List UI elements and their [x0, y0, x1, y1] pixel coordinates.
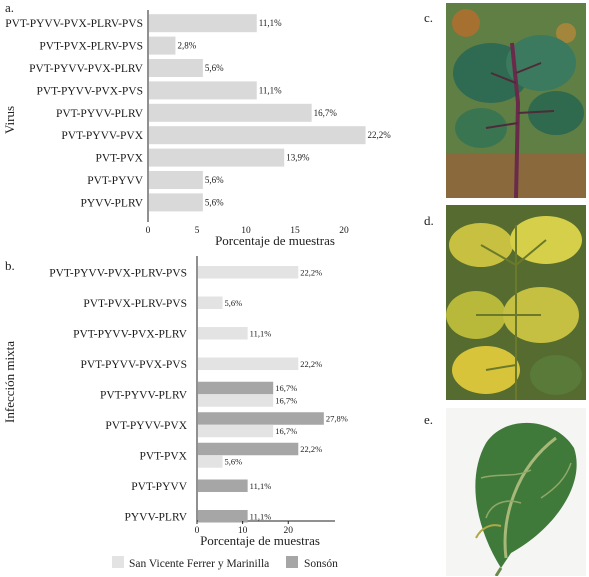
legend-label-sonson: Sonsón: [304, 558, 338, 570]
value-label-a-2: 5,6%: [205, 63, 224, 73]
bar-a-3: [149, 81, 257, 100]
category-label-a-7: PVT-PYVV: [87, 175, 144, 187]
legend-swatch-sanvicente: [112, 556, 124, 568]
bar-b-s0-3: [198, 357, 299, 370]
category-label-b-4: PVT-PYVV-PLRV: [100, 389, 188, 401]
x-axis-label-a: Porcentaje de muestras: [215, 233, 335, 248]
x-tick-label-a-1: 5: [195, 226, 200, 236]
category-label-b-0: PVT-PYVV-PVX-PLRV-PVS: [49, 267, 187, 279]
value-label-b-s1-5: 27,8%: [326, 414, 348, 424]
category-label-a-0: PVT-PYVV-PVX-PLRV-PVS: [5, 18, 143, 30]
bar-a-7: [149, 171, 203, 189]
bar-b-s0-4: [198, 394, 274, 407]
value-label-a-5: 22,2%: [368, 130, 392, 140]
bar-b-s0-6: [198, 455, 223, 468]
bars-b: 22,2% PVT-PYVV-PVX-PLRV-PVS 5,6% PVT-PVX-PL…: [49, 256, 348, 536]
bar-b-s1-7: [198, 479, 248, 492]
value-label-a-6: 13,9%: [286, 153, 310, 163]
bar-a-8: [149, 193, 203, 212]
x-tick-label-a-4: 20: [339, 226, 349, 236]
value-label-b-s0-0: 22,2%: [300, 267, 322, 277]
bar-b-s0-0: [198, 266, 299, 279]
x-tick-label-a-2: 10: [241, 226, 251, 236]
value-label-a-8: 5,6%: [205, 197, 224, 207]
value-label-b-s1-8: 11,1%: [250, 511, 272, 521]
value-label-a-0: 11,1%: [259, 18, 282, 28]
legend-swatch-sonson: [286, 556, 298, 568]
photo-e-single-leaf: [446, 408, 586, 576]
bar-a-5: [149, 126, 366, 145]
legend-label-sanvicente: San Vicente Ferrer y Marinilla: [129, 558, 269, 570]
value-label-b-s0-6: 5,6%: [225, 457, 243, 467]
x-tick-label-a-0: 0: [146, 226, 151, 236]
bar-a-2: [149, 59, 203, 77]
category-label-a-4: PVT-PYVV-PLRV: [56, 108, 144, 120]
bar-a-4: [149, 103, 312, 122]
bar-b-s1-5: [198, 412, 324, 425]
value-label-b-s0-1: 5,6%: [225, 298, 243, 308]
x-tick-label-b-0: 0: [195, 526, 200, 536]
bar-b-s1-4: [198, 381, 274, 395]
value-label-b-s0-4: 16,7%: [275, 396, 297, 406]
panel-label-c: c.: [424, 10, 434, 25]
bar-b-s1-8: [198, 510, 248, 523]
value-label-b-s0-2: 11,1%: [250, 328, 272, 338]
y-axis-label-b: Infección mixta: [2, 341, 17, 423]
x-tick-label-b-1: 10: [238, 526, 248, 536]
bar-b-s0-2: [198, 327, 248, 340]
panel-label-a: a.: [5, 0, 14, 15]
x-axis-label-b: Porcentaje de muestras: [200, 533, 320, 548]
x-tick-label-b-2: 20: [284, 526, 294, 536]
category-label-a-5: PVT-PYVV-PVX: [61, 130, 143, 142]
category-label-b-7: PVT-PYVV: [131, 481, 188, 493]
value-label-a-1: 2,8%: [177, 41, 196, 51]
category-label-b-2: PVT-PYVV-PVX-PLRV: [73, 328, 188, 340]
category-label-a-6: PVT-PVX: [95, 153, 143, 165]
category-label-b-1: PVT-PVX-PLRV-PVS: [83, 298, 187, 310]
category-label-a-3: PVT-PYVV-PVX-PVS: [36, 85, 143, 97]
photo-d-leaf-yellowing: [446, 205, 586, 400]
value-label-b-s0-3: 22,2%: [300, 359, 322, 369]
value-label-b-s0-5: 16,7%: [275, 426, 297, 436]
category-label-b-8: PYVV-PLRV: [124, 511, 187, 523]
panel-label-e: e.: [424, 412, 434, 427]
value-label-b-s1-6: 22,2%: [300, 444, 322, 454]
category-label-b-6: PVT-PVX: [139, 450, 187, 462]
bar-b-s0-5: [198, 424, 274, 438]
value-label-a-7: 5,6%: [205, 175, 224, 185]
bar-b-s1-6: [198, 442, 299, 456]
category-label-a-8: PYVV-PLRV: [80, 197, 143, 209]
bar-a-0: [149, 14, 257, 33]
bar-b-s0-1: [198, 296, 223, 309]
panel-label-d: d.: [424, 213, 434, 228]
chart-b: b. Infección mixta Porcentaje de muestra…: [2, 256, 348, 570]
value-label-a-3: 11,1%: [259, 85, 282, 95]
y-axis-label-a: Virus: [2, 106, 17, 134]
bar-a-6: [149, 148, 285, 167]
photo-c-leaf-mosaic: [446, 3, 586, 198]
value-label-a-4: 16,7%: [314, 108, 338, 118]
chart-a: a. Virus Porcentaje de muestras PVT-PYVV…: [2, 0, 391, 248]
category-label-b-5: PVT-PYVV-PVX: [105, 420, 187, 432]
value-label-b-s1-7: 11,1%: [250, 481, 272, 491]
legend: San Vicente Ferrer y Marinilla Sonsón: [112, 556, 338, 570]
bars-a: PVT-PYVV-PVX-PLRV-PVS 11,1% PVT-PVX-PLRV-P…: [5, 10, 391, 236]
category-label-b-3: PVT-PYVV-PVX-PVS: [80, 359, 187, 371]
panel-label-b: b.: [5, 258, 15, 273]
x-tick-label-a-3: 15: [290, 226, 300, 236]
category-label-a-1: PVT-PVX-PLRV-PVS: [39, 41, 143, 53]
bar-a-1: [149, 36, 176, 55]
value-label-b-s1-4: 16,7%: [275, 383, 297, 393]
category-label-a-2: PVT-PYVV-PVX-PLRV: [29, 63, 144, 75]
